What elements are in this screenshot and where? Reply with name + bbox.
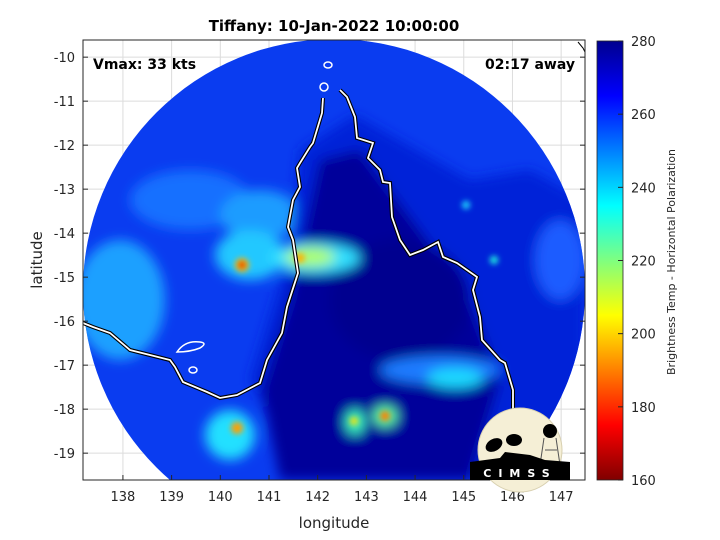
y-axis: -10 -11 -12 -13 -14 -15 -16 -17 -18 -19 <box>54 51 585 462</box>
y-tick-label: -11 <box>54 95 75 110</box>
x-tick-label: 138 <box>111 490 136 505</box>
y-axis-label: latitude <box>28 231 46 289</box>
colorbar-tick-label: 200 <box>631 328 656 343</box>
colorbar-tick-label: 160 <box>631 474 656 489</box>
x-tick-label: 139 <box>159 490 184 505</box>
colorbar-tick-label: 280 <box>631 35 656 50</box>
colorbar-tick-label: 260 <box>631 108 656 123</box>
x-tick-label: 145 <box>451 490 476 505</box>
y-tick-label: -18 <box>54 403 75 418</box>
y-tick-label: -16 <box>54 315 75 330</box>
y-tick-label: -19 <box>54 447 75 462</box>
time-away-annotation: 02:17 away <box>485 57 575 73</box>
y-tick-label: -14 <box>54 227 75 242</box>
brightness-temp-swath <box>83 40 585 480</box>
axes-box <box>82 39 586 481</box>
x-tick-label: 142 <box>305 490 330 505</box>
x-tick-label: 146 <box>500 490 525 505</box>
y-tick-label: -15 <box>54 271 75 286</box>
y-tick-label: -10 <box>54 51 75 66</box>
x-tick-label: 147 <box>549 490 574 505</box>
colorbar-tick-label: 220 <box>631 255 656 270</box>
colorbar-label: Brightness Temp - Horizontal Polarizatio… <box>665 149 678 375</box>
colorbar-ticks: 160 180 200 220 240 260 280 <box>618 35 656 489</box>
chart-title: Tiffany: 10-Jan-2022 10:00:00 <box>209 17 460 35</box>
colorbar-tick-label: 240 <box>631 181 656 196</box>
cimss-logo-text: CIMSS <box>483 467 556 480</box>
cimss-logo: CIMSS <box>470 407 570 493</box>
x-tick-label: 141 <box>257 490 282 505</box>
x-tick-label: 144 <box>403 490 428 505</box>
x-axis-label: longitude <box>299 514 370 532</box>
y-tick-label: -12 <box>54 139 75 154</box>
y-tick-label: -17 <box>54 359 75 374</box>
vmax-annotation: Vmax: 33 kts <box>93 57 196 73</box>
x-axis: 138 139 140 141 142 143 144 145 146 147 <box>111 475 574 505</box>
x-tick-label: 143 <box>354 490 379 505</box>
coastline <box>83 41 585 410</box>
x-tick-label: 140 <box>208 490 233 505</box>
y-tick-label: -13 <box>54 183 75 198</box>
colorbar-tick-label: 180 <box>631 401 656 416</box>
